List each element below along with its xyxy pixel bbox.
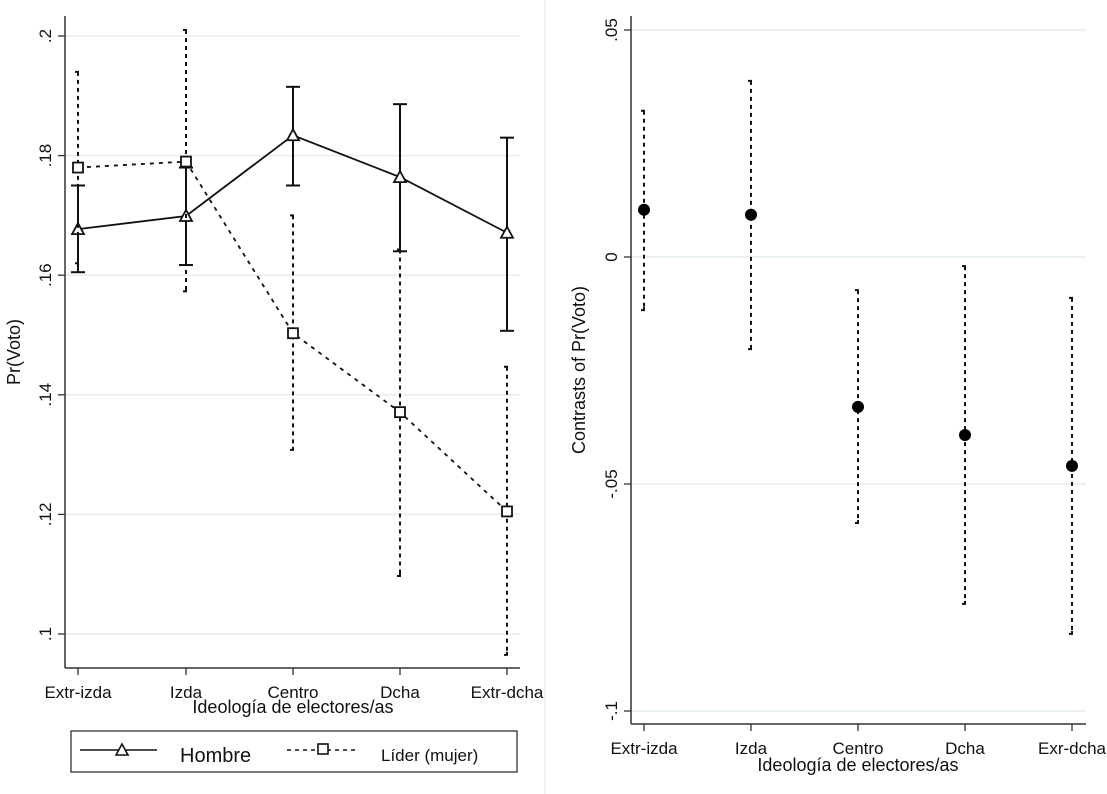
square-marker-icon bbox=[317, 743, 329, 755]
ci-cap-bottom bbox=[962, 600, 966, 605]
ci-cap-top bbox=[504, 365, 508, 370]
legend-label-hombre: Hombre bbox=[180, 745, 251, 767]
series-line bbox=[77, 160, 508, 513]
ci-cap-bottom bbox=[855, 520, 859, 525]
square-marker bbox=[287, 327, 299, 340]
x-tick-label: Exr-dcha bbox=[1038, 739, 1107, 758]
square-marker bbox=[501, 505, 513, 518]
legend-item-hombre: Hombre bbox=[80, 742, 251, 767]
x-tick-label: Izda bbox=[735, 739, 768, 758]
x-tick-label: Centro bbox=[267, 683, 318, 702]
y-tick-label: .05 bbox=[602, 18, 621, 42]
y-tick-label: .1 bbox=[36, 627, 55, 641]
y-tick-label: .14 bbox=[36, 383, 55, 407]
ci-cap-bottom bbox=[504, 651, 508, 656]
right-axes bbox=[630, 16, 1086, 725]
left-y-axis-title: Pr(Voto) bbox=[4, 319, 24, 385]
right-y-ticks: -.1 -.05 0 .05 bbox=[602, 18, 631, 721]
right-series bbox=[638, 79, 1078, 635]
ci-cap-top bbox=[962, 265, 966, 270]
legend-box bbox=[70, 730, 518, 773]
legend-label-lider: Líder (mujer) bbox=[381, 746, 478, 765]
legend: Hombre Líder (mujer) bbox=[70, 730, 518, 773]
right-panel: -.1 -.05 0 .05 Extr-izda Izda Centro Dcha Exr-d… bbox=[569, 16, 1107, 775]
square-marker bbox=[72, 161, 84, 174]
triangle-marker-icon bbox=[114, 742, 130, 756]
triangle-marker bbox=[499, 224, 515, 239]
left-x-ticks: Extr-izda Izda Centro Dcha Extr-dcha bbox=[44, 668, 544, 702]
y-tick-label: -.05 bbox=[602, 469, 621, 498]
x-tick-label: Dcha bbox=[945, 739, 985, 758]
triangle-marker bbox=[285, 127, 301, 142]
ci-cap-top bbox=[855, 289, 859, 294]
right-x-ticks: Extr-izda Izda Centro Dcha Exr-dcha bbox=[610, 724, 1107, 758]
left-y-ticks: .1 .12 .14 .16 .18 .2 bbox=[36, 29, 65, 641]
x-tick-label: Extr-izda bbox=[44, 683, 112, 702]
ci-cap-bottom bbox=[641, 307, 645, 312]
triangle-marker bbox=[392, 169, 408, 184]
left-x-axis-title: Ideología de electores/as bbox=[192, 697, 393, 717]
square-marker bbox=[394, 406, 406, 419]
square-marker bbox=[180, 155, 192, 168]
ci-cap-top bbox=[1069, 296, 1073, 301]
point-marker bbox=[852, 400, 864, 413]
legend-item-lider: Líder (mujer) bbox=[287, 743, 478, 765]
x-tick-label: Extr-dcha bbox=[471, 683, 544, 702]
ci-cap-top bbox=[397, 248, 401, 253]
point-marker bbox=[638, 203, 650, 216]
y-tick-label: .16 bbox=[36, 263, 55, 287]
ci-cap-bottom bbox=[75, 260, 79, 265]
ci-cap-bottom bbox=[397, 572, 401, 577]
point-marker bbox=[745, 208, 757, 221]
left-panel: .1 .12 .14 .16 .18 .2 Extr-izda Izda Centro Dcha… bbox=[4, 16, 544, 773]
ci-cap-top bbox=[748, 79, 752, 84]
right-gridlines bbox=[631, 29, 1086, 712]
y-tick-label: .2 bbox=[36, 29, 55, 43]
ci-cap-top bbox=[75, 70, 79, 75]
x-tick-label: Dcha bbox=[380, 683, 420, 702]
y-tick-label: .18 bbox=[36, 144, 55, 168]
y-tick-label: .12 bbox=[36, 503, 55, 527]
y-tick-label: 0 bbox=[602, 252, 621, 261]
y-tick-label: -.1 bbox=[602, 701, 621, 721]
x-tick-label: Centro bbox=[832, 739, 883, 758]
ci-cap-bottom bbox=[1069, 630, 1073, 635]
ci-cap-top bbox=[183, 29, 187, 34]
ci-cap-bottom bbox=[290, 446, 294, 451]
ci-cap-bottom bbox=[183, 288, 187, 293]
x-tick-label: Extr-izda bbox=[610, 739, 678, 758]
right-x-axis-title: Ideología de electores/as bbox=[757, 755, 958, 775]
ci-cap-top bbox=[641, 109, 645, 114]
right-y-axis-title: Contrasts of Pr(Voto) bbox=[569, 286, 589, 454]
left-series bbox=[70, 29, 515, 656]
point-marker bbox=[959, 428, 971, 441]
ci-cap-top bbox=[290, 214, 294, 219]
ci-cap-bottom bbox=[748, 346, 752, 351]
point-marker bbox=[1066, 459, 1078, 472]
x-tick-label: Izda bbox=[170, 683, 203, 702]
